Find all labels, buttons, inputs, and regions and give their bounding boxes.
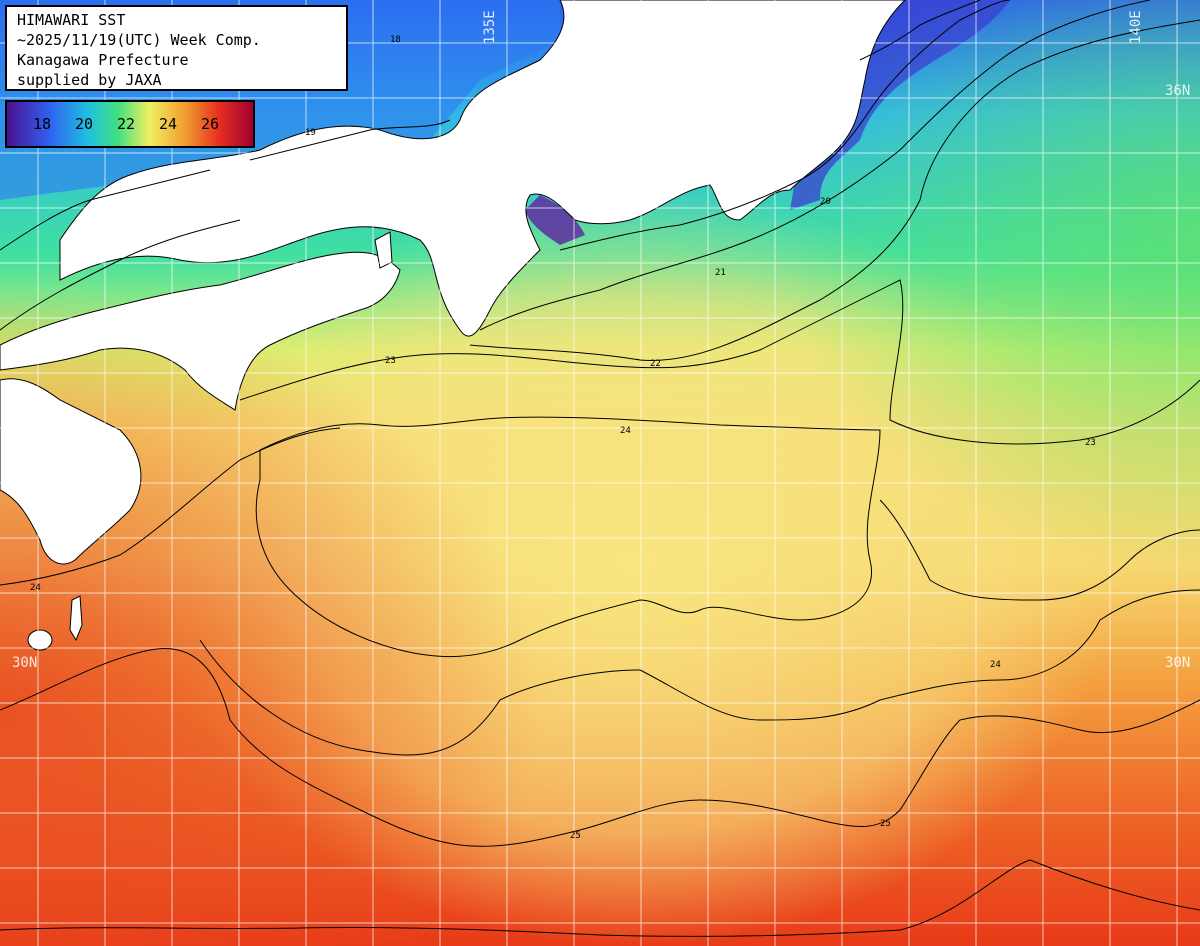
land-yakushima [27,629,53,651]
contour-25 [0,648,1200,847]
contour-23 [239,279,1200,445]
contour-label: 23 [385,356,396,366]
title-line-product: HIMAWARI SST [17,11,126,29]
lon-label-140e: 140E [1128,10,1144,44]
legend-label: 26 [201,115,220,133]
contour-label: 19 [305,128,316,138]
contour-labels: 18 19 20 21 22 23 24 25 23 24 24 25 [30,35,1096,841]
contour-19 [0,119,451,251]
contour-24-south [199,589,1200,756]
land-shikoku [0,251,401,411]
contour-label: 18 [390,35,401,45]
legend-label: 22 [117,115,136,133]
contour-label: 21 [715,268,726,278]
contour-label: 24 [30,583,41,593]
cold-coastal-water-east [790,0,1010,210]
contour-24-outer [0,427,1200,601]
legend-label: 20 [75,115,94,133]
title-line-org: Kanagawa Prefecture [17,51,189,69]
contour-26 [0,859,1200,937]
legend-label: 18 [33,115,52,133]
temperature-color-legend: 18 20 22 24 26 [5,100,255,148]
land-tanegashima [69,595,83,642]
contour-label: 20 [820,197,831,207]
contour-24-inner [255,416,881,658]
contour-20 [0,0,1011,331]
contour-22 [469,19,1200,361]
lat-label-36n: 36N [1165,83,1191,99]
land-honshu [59,0,906,337]
contour-18 [859,0,981,61]
lon-label-135e: 135E [482,10,498,44]
contour-label: 25 [880,819,891,829]
contour-label: 23 [1085,438,1096,448]
contour-label: 25 [570,831,581,841]
contour-label: 24 [990,660,1001,670]
lat-label-30n-left: 30N [12,655,38,671]
land-kyushu [0,378,142,565]
legend-label: 24 [159,115,178,133]
map-title-box: HIMAWARI SST ~2025/11/19(UTC) Week Comp.… [5,5,348,91]
title-line-date: ~2025/11/19(UTC) Week Comp. [17,31,261,49]
contour-label: 24 [620,426,631,436]
land-awaji [374,231,393,269]
title-line-credit: supplied by JAXA [17,71,162,89]
contour-21 [479,0,1151,331]
contour-label: 22 [650,359,661,369]
lat-label-30n-right: 30N [1165,655,1191,671]
